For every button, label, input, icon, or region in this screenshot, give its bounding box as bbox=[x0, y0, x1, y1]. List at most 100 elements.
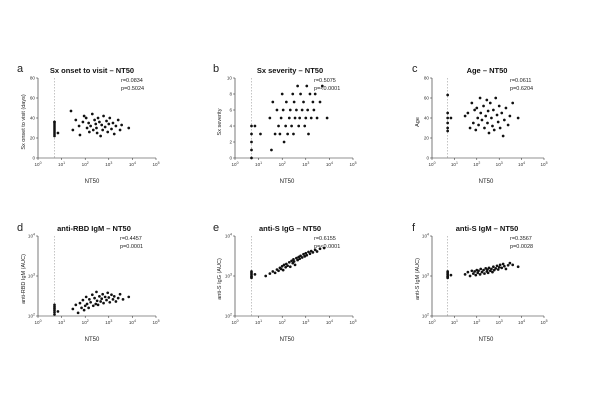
data-point bbox=[478, 96, 482, 100]
data-point bbox=[446, 276, 450, 280]
data-point bbox=[299, 254, 302, 258]
data-point bbox=[299, 92, 302, 96]
data-point bbox=[311, 100, 315, 104]
data-point bbox=[477, 123, 480, 127]
data-point bbox=[479, 267, 483, 271]
data-point bbox=[74, 118, 78, 122]
data-point bbox=[107, 296, 111, 299]
panel-c-xlabel: NT50 bbox=[479, 179, 494, 185]
data-point bbox=[250, 156, 253, 160]
data-point bbox=[106, 291, 110, 295]
y-tick-label: 40 bbox=[424, 116, 430, 121]
panel-f: f anti-S IgM – NT50 r=0.3567 p=0.0028 an… bbox=[412, 222, 548, 343]
y-tick-label: 40 bbox=[30, 116, 36, 121]
data-point bbox=[281, 108, 285, 112]
data-point bbox=[473, 108, 476, 112]
x-tick-label: 100 bbox=[231, 161, 238, 167]
data-point bbox=[307, 250, 310, 254]
data-point bbox=[296, 258, 299, 262]
data-point bbox=[501, 262, 505, 266]
data-point bbox=[292, 132, 295, 136]
data-point bbox=[308, 252, 312, 256]
data-point bbox=[295, 108, 298, 112]
y-tick-label: 0 bbox=[229, 156, 232, 161]
panel-d: d anti-RBD IgM – NT50 r=0.4457 p=0.0001 … bbox=[17, 222, 160, 343]
data-point bbox=[293, 116, 297, 120]
x-tick-label: 100 bbox=[34, 161, 41, 167]
data-point bbox=[102, 301, 105, 305]
x-tick-label: 102 bbox=[473, 319, 480, 325]
data-point bbox=[503, 118, 506, 122]
data-point bbox=[497, 265, 501, 269]
panel-e-stat-r: r=0.6155 bbox=[314, 236, 336, 242]
data-point bbox=[250, 148, 253, 152]
data-point bbox=[287, 116, 291, 120]
data-point bbox=[306, 108, 310, 112]
data-point bbox=[463, 272, 467, 276]
data-point bbox=[100, 297, 104, 301]
y-tick-label: 6 bbox=[229, 108, 232, 113]
data-point bbox=[285, 100, 288, 104]
data-point bbox=[111, 298, 115, 301]
data-point bbox=[53, 122, 56, 126]
panel-c: c Age – NT50 r=0.0611 p=0.6204 Age NT50 … bbox=[412, 63, 548, 185]
data-point bbox=[508, 261, 512, 265]
data-point bbox=[271, 100, 275, 104]
data-point bbox=[89, 124, 92, 128]
panel-d-stat-p: p=0.0001 bbox=[120, 244, 143, 250]
x-tick-label: 103 bbox=[496, 319, 503, 325]
data-point bbox=[490, 267, 493, 271]
data-point bbox=[268, 272, 272, 275]
data-point bbox=[56, 131, 60, 135]
data-point bbox=[81, 120, 85, 124]
data-point bbox=[302, 252, 305, 256]
data-point bbox=[471, 272, 475, 275]
data-point bbox=[95, 131, 99, 135]
data-point bbox=[53, 312, 56, 316]
data-point bbox=[305, 253, 309, 257]
data-point bbox=[250, 124, 253, 128]
data-point bbox=[280, 92, 284, 96]
data-point bbox=[470, 269, 474, 273]
data-point bbox=[53, 308, 56, 312]
y-tick-label: 103 bbox=[225, 273, 232, 279]
data-point bbox=[466, 111, 470, 115]
data-point bbox=[449, 273, 453, 277]
y-tick-label: 0 bbox=[32, 156, 35, 161]
data-point bbox=[482, 268, 485, 272]
x-tick-label: 100 bbox=[34, 319, 41, 325]
data-point bbox=[446, 116, 450, 120]
data-point bbox=[300, 108, 304, 112]
data-point bbox=[486, 271, 490, 275]
data-point bbox=[495, 113, 499, 117]
y-tick-label: 20 bbox=[30, 136, 36, 141]
data-point bbox=[300, 256, 304, 259]
panel-b: b Sx severity – NT50 r=0.5075 p=<0.0001 … bbox=[213, 63, 357, 185]
data-point bbox=[110, 293, 113, 297]
panel-a-axes: 100 101 102 103 104 105 0 20 40 60 80 bbox=[30, 76, 160, 167]
x-tick-label: 101 bbox=[58, 161, 65, 167]
data-point bbox=[111, 121, 115, 125]
data-point bbox=[476, 116, 480, 120]
panel-c-points bbox=[446, 93, 520, 138]
data-point bbox=[516, 116, 520, 120]
data-point bbox=[476, 271, 480, 275]
data-point bbox=[120, 123, 123, 127]
x-tick-label: 102 bbox=[82, 319, 89, 325]
data-point bbox=[78, 301, 82, 305]
data-point bbox=[84, 116, 88, 120]
data-point bbox=[280, 264, 284, 268]
data-point bbox=[477, 269, 480, 273]
x-tick-label: 104 bbox=[129, 319, 136, 325]
data-point bbox=[491, 270, 494, 274]
data-point bbox=[486, 121, 489, 125]
x-tick-label: 100 bbox=[428, 319, 435, 325]
data-point bbox=[508, 114, 512, 118]
data-point bbox=[103, 295, 107, 299]
panel-d-axes: 100 101 102 103 104 105 102 103 104 bbox=[28, 233, 160, 325]
y-tick-label: 0 bbox=[426, 156, 429, 161]
y-tick-label: 60 bbox=[424, 96, 430, 101]
data-point bbox=[250, 132, 253, 136]
data-point bbox=[501, 134, 505, 138]
data-point bbox=[102, 114, 105, 118]
